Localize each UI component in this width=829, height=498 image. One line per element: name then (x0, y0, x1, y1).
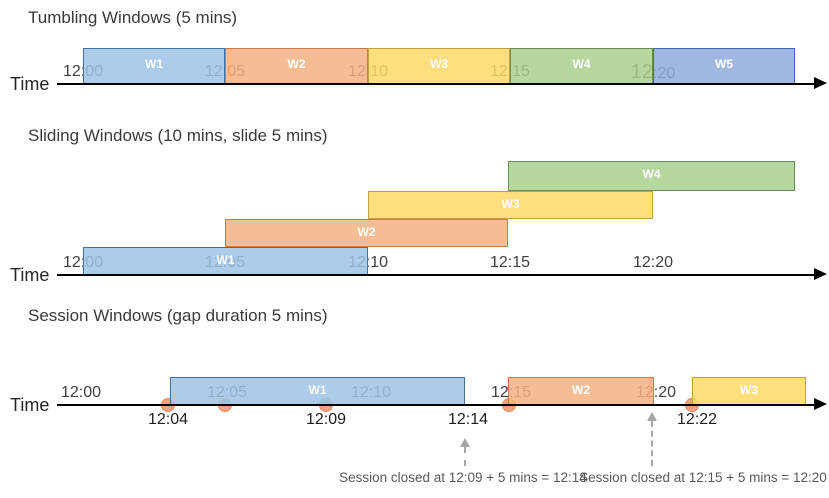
time-axis-line-tumbling (57, 83, 814, 85)
axis-arrow-icon (814, 398, 827, 410)
window-bar-tumbling-w1: W1 (83, 48, 225, 84)
window-bar-session-w1: W1 (170, 377, 465, 405)
time-axis-line-session (57, 404, 814, 406)
event-time-label: 12:22 (676, 411, 718, 428)
window-label: W1 (216, 253, 235, 267)
annotation-arrow-shaft (651, 421, 653, 466)
window-label: W2 (287, 57, 306, 71)
time-tick-label: 12:20 (632, 254, 674, 271)
window-bar-tumbling-w2: W2 (225, 48, 368, 84)
window-bar-session-w2: W2 (508, 377, 654, 405)
window-bar-tumbling-w5: W5 (653, 48, 795, 84)
time-axis-label-tumbling: Time (10, 74, 50, 94)
event-time-label: 12:09 (305, 411, 347, 428)
section-title-tumbling: Tumbling Windows (5 mins) (28, 8, 238, 27)
window-bar-sliding-w4: W4 (508, 161, 795, 191)
axis-arrow-icon (814, 77, 827, 89)
session-closed-note: Session closed at 12:15 + 5 mins = 12:20 (579, 470, 827, 485)
annotation-arrow-icon (460, 438, 470, 447)
window-label: W2 (572, 383, 590, 397)
window-label: W4 (572, 57, 591, 71)
annotation-arrow-icon (647, 412, 657, 421)
window-bar-sliding-w2: W2 (225, 219, 508, 247)
window-label: W1 (308, 383, 327, 397)
event-time-label: 12:04 (147, 411, 189, 428)
window-label: W1 (145, 57, 163, 71)
window-label: W5 (715, 57, 733, 71)
axis-arrow-icon (814, 268, 827, 280)
window-label: W3 (501, 197, 520, 211)
window-label: W4 (642, 167, 661, 181)
session-closed-note: Session closed at 12:09 + 5 mins = 12:14 (339, 470, 587, 485)
window-label: W3 (430, 57, 448, 71)
time-axis-label-session: Time (10, 395, 50, 415)
window-label: W2 (357, 225, 376, 239)
time-axis-label-sliding: Time (10, 265, 50, 285)
window-bar-tumbling-w3: W3 (368, 48, 510, 84)
annotation-arrow-shaft (464, 447, 466, 466)
window-bar-tumbling-w4: W4 (510, 48, 653, 84)
section-title-session: Session Windows (gap duration 5 mins) (28, 306, 328, 325)
window-label: W3 (740, 383, 758, 397)
time-tick-label: 12:00 (60, 384, 102, 401)
time-axis-line-sliding (57, 274, 814, 276)
event-time-label: 12:14 (447, 411, 489, 428)
time-tick-label: 12:15 (489, 254, 531, 271)
section-title-sliding: Sliding Windows (10 mins, slide 5 mins) (28, 126, 328, 145)
window-bar-sliding-w1: W1 (83, 247, 368, 275)
window-bar-session-w3: W3 (692, 377, 806, 405)
window-bar-sliding-w3: W3 (368, 191, 653, 219)
